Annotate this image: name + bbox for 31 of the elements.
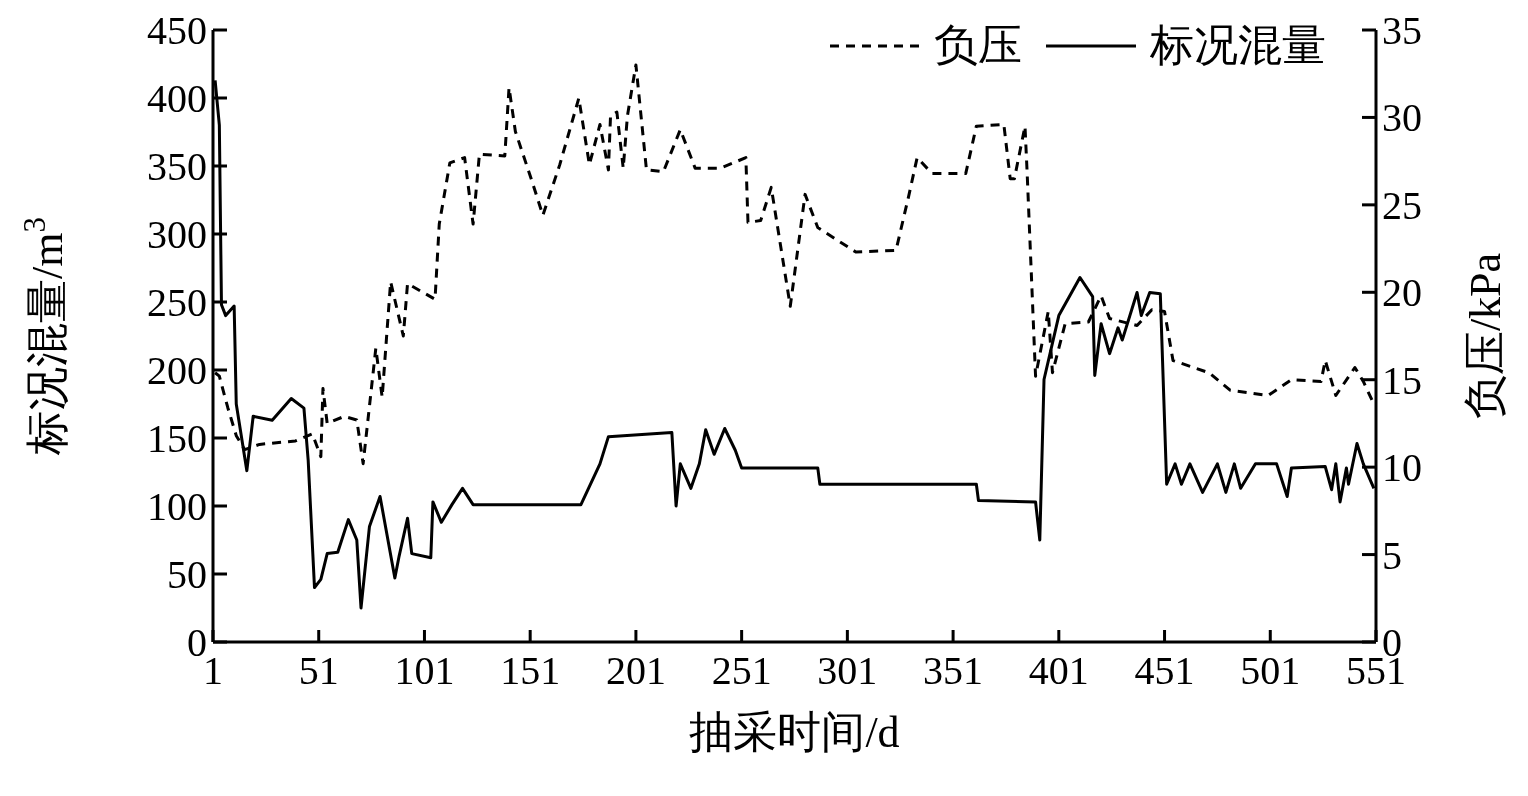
x-tick-label: 301 — [817, 648, 878, 693]
x-tick-label: 151 — [500, 648, 561, 693]
y2-tick-label: 20 — [1382, 270, 1422, 316]
y2-tick-label: 10 — [1382, 445, 1422, 491]
y2-tick-label: 5 — [1382, 532, 1402, 578]
y-tick-label: 0 — [187, 620, 207, 665]
legend-label: 标况混量 — [1149, 21, 1326, 70]
y-tick-label: 150 — [147, 416, 207, 461]
legend-label: 负压 — [934, 21, 1022, 70]
y2-tick-label: 25 — [1382, 182, 1422, 228]
y-tick-label: 450 — [147, 8, 207, 53]
x-tick-label: 351 — [923, 648, 984, 693]
x-tick-label: 51 — [298, 648, 339, 693]
y2-tick-label: 15 — [1382, 357, 1422, 403]
x-tick-label: 101 — [394, 648, 455, 693]
y-tick-label: 300 — [147, 212, 207, 257]
y2-axis-title: 负压/kPa — [1461, 252, 1510, 420]
y-tick-label: 400 — [147, 76, 207, 121]
y-tick-label: 50 — [167, 552, 207, 597]
x-tick-label: 401 — [1028, 648, 1089, 693]
y-tick-label: 350 — [147, 144, 207, 189]
y2-tick-label: 35 — [1382, 8, 1422, 53]
y-tick-label: 250 — [147, 280, 207, 325]
x-tick-label: 201 — [605, 648, 666, 693]
x-tick-label: 451 — [1134, 648, 1195, 693]
y2-tick-label: 30 — [1382, 95, 1422, 141]
x-axis-title: 抽采时间/d — [689, 708, 900, 757]
y-tick-label: 100 — [147, 484, 207, 529]
y-tick-label: 200 — [147, 348, 207, 393]
x-tick-label: 251 — [711, 648, 772, 693]
x-tick-label: 501 — [1240, 648, 1301, 693]
